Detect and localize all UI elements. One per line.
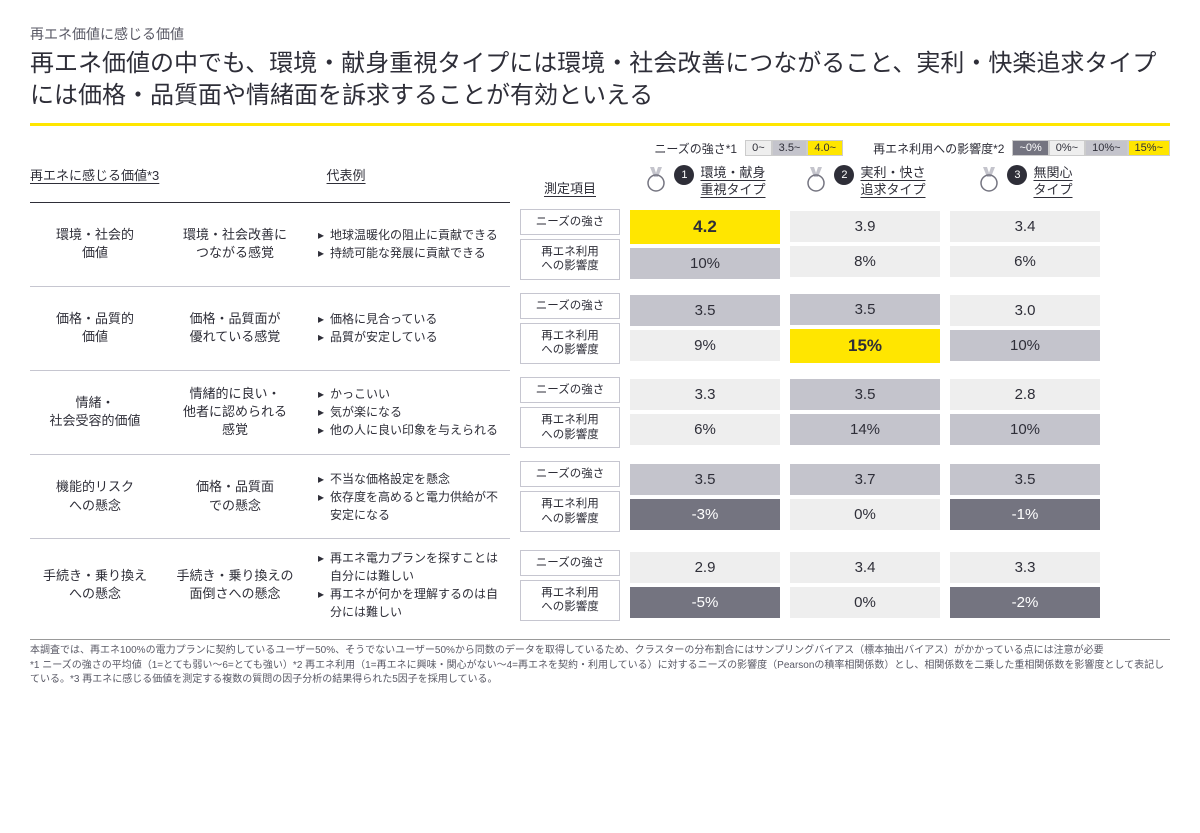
impact-value: 10% bbox=[950, 414, 1100, 445]
impact-value: 6% bbox=[630, 414, 780, 445]
examples-cell: ▸価格に見合っている▸品質が安定している bbox=[310, 293, 510, 364]
value-cell: 2.9-5% bbox=[630, 545, 780, 625]
needs-value: 3.3 bbox=[630, 379, 780, 410]
needs-value: 3.5 bbox=[630, 295, 780, 326]
examples-cell: ▸かっこいい▸気が楽になる▸他の人に良い印象を与えられる bbox=[310, 377, 510, 448]
header-value: 再エネに感じる価値*3 代表例 bbox=[30, 165, 510, 203]
needs-value: 3.0 bbox=[950, 295, 1100, 326]
legend-row: ニーズの強さ*1 0~3.5~4.0~ 再エネ利用への影響度*2 ~0%0%~1… bbox=[30, 140, 1170, 157]
impact-value: 0% bbox=[790, 587, 940, 618]
needs-value: 3.7 bbox=[790, 464, 940, 495]
value-cell: 4.210% bbox=[630, 209, 780, 280]
impact-value: -2% bbox=[950, 587, 1100, 618]
examples-cell: ▸地球温暖化の阻止に貢献できる▸持続可能な発展に貢献できる bbox=[310, 209, 510, 280]
value-subtitle: 価格・品質面が優れている感覚 bbox=[170, 293, 300, 364]
value-cell: 3.46% bbox=[950, 209, 1100, 280]
legend-swatch: 0~ bbox=[745, 140, 772, 156]
metric-labels: ニーズの強さ再エネ利用への影響度 bbox=[520, 377, 620, 448]
needs-value: 3.5 bbox=[790, 379, 940, 410]
needs-value: 3.9 bbox=[790, 211, 940, 242]
impact-value: 14% bbox=[790, 414, 940, 445]
metric-labels: ニーズの強さ再エネ利用への影響度 bbox=[520, 461, 620, 532]
header-type-3: 3 無関心タイプ bbox=[950, 165, 1100, 203]
value-cell: 3.40% bbox=[790, 545, 940, 625]
value-cell: 3.515% bbox=[790, 293, 940, 364]
value-cell: 3.010% bbox=[950, 293, 1100, 364]
header-type-2: 2 実利・快さ追求タイプ bbox=[790, 165, 940, 203]
examples-cell: ▸再エネ電力プランを探すことは自分には難しい▸再エネが何かを理解するのは自分には… bbox=[310, 545, 510, 625]
needs-value: 2.8 bbox=[950, 379, 1100, 410]
impact-value: 10% bbox=[630, 248, 780, 279]
value-cell: 3.514% bbox=[790, 377, 940, 448]
legend-swatch: 3.5~ bbox=[772, 140, 808, 156]
impact-value: 0% bbox=[790, 499, 940, 530]
legend-needs: ニーズの強さ*1 0~3.5~4.0~ bbox=[654, 140, 843, 157]
metric-labels: ニーズの強さ再エネ利用への影響度 bbox=[520, 293, 620, 364]
impact-value: -5% bbox=[630, 587, 780, 618]
value-cell: 3.98% bbox=[790, 209, 940, 280]
needs-value: 3.4 bbox=[790, 552, 940, 583]
header-metric: 測定項目 bbox=[520, 165, 620, 203]
value-category: 環境・社会的価値 bbox=[30, 209, 160, 280]
value-subtitle: 情緒的に良い・他者に認められる感覚 bbox=[170, 377, 300, 448]
value-cell: 3.5-1% bbox=[950, 461, 1100, 532]
footnotes: 本調査では、再エネ100%の電力プランに契約しているユーザー50%、そうでないユ… bbox=[30, 639, 1170, 688]
medal-icon bbox=[644, 165, 668, 195]
impact-value: 9% bbox=[630, 330, 780, 361]
needs-value: 3.5 bbox=[790, 294, 940, 325]
value-category: 機能的リスクへの懸念 bbox=[30, 461, 160, 532]
needs-value: 3.4 bbox=[950, 211, 1100, 242]
impact-value: -1% bbox=[950, 499, 1100, 530]
value-subtitle: 価格・品質面での懸念 bbox=[170, 461, 300, 532]
legend-swatch: 0%~ bbox=[1049, 140, 1085, 156]
needs-value: 3.5 bbox=[950, 464, 1100, 495]
value-category: 情緒・社会受容的価値 bbox=[30, 377, 160, 448]
value-cell: 3.36% bbox=[630, 377, 780, 448]
examples-cell: ▸不当な価格設定を懸念▸依存度を高めると電力供給が不安定になる bbox=[310, 461, 510, 532]
legend-swatch: 10%~ bbox=[1085, 140, 1127, 156]
legend-swatch: 4.0~ bbox=[807, 140, 843, 156]
value-cell: 3.5-3% bbox=[630, 461, 780, 532]
impact-value: 8% bbox=[790, 246, 940, 277]
impact-value: 15% bbox=[790, 329, 940, 363]
value-subtitle: 手続き・乗り換えの面倒さへの懸念 bbox=[170, 545, 300, 625]
impact-value: 6% bbox=[950, 246, 1100, 277]
headline: 再エネ価値の中でも、環境・献身重視タイプには環境・社会改善につながること、実利・… bbox=[30, 48, 1170, 113]
legend-impact: 再エネ利用への影響度*2 ~0%0%~10%~15%~ bbox=[873, 140, 1170, 157]
impact-value: -3% bbox=[630, 499, 780, 530]
legend-impact-label: 再エネ利用への影響度*2 bbox=[873, 140, 1004, 157]
legend-swatch: ~0% bbox=[1012, 140, 1048, 156]
legend-needs-label: ニーズの強さ*1 bbox=[654, 140, 737, 157]
value-cell: 2.810% bbox=[950, 377, 1100, 448]
value-impact-table: 再エネに感じる価値*3 代表例 測定項目 1 環境・献身重視タイプ 2 実利・快… bbox=[30, 165, 1170, 631]
value-category: 価格・品質的価値 bbox=[30, 293, 160, 364]
metric-labels: ニーズの強さ再エネ利用への影響度 bbox=[520, 209, 620, 280]
value-cell: 3.59% bbox=[630, 293, 780, 364]
value-category: 手続き・乗り換えへの懸念 bbox=[30, 545, 160, 625]
accent-rule bbox=[30, 123, 1170, 126]
impact-value: 10% bbox=[950, 330, 1100, 361]
header-type-1: 1 環境・献身重視タイプ bbox=[630, 165, 780, 203]
value-cell: 3.70% bbox=[790, 461, 940, 532]
needs-value: 3.3 bbox=[950, 552, 1100, 583]
needs-value: 3.5 bbox=[630, 464, 780, 495]
value-subtitle: 環境・社会改善につながる感覚 bbox=[170, 209, 300, 280]
legend-swatch: 15%~ bbox=[1128, 140, 1170, 156]
value-cell: 3.3-2% bbox=[950, 545, 1100, 625]
medal-icon bbox=[804, 165, 828, 195]
metric-labels: ニーズの強さ再エネ利用への影響度 bbox=[520, 545, 620, 625]
needs-value: 4.2 bbox=[630, 210, 780, 244]
needs-value: 2.9 bbox=[630, 552, 780, 583]
eyebrow: 再エネ価値に感じる価値 bbox=[30, 24, 1170, 44]
medal-icon bbox=[977, 165, 1001, 195]
